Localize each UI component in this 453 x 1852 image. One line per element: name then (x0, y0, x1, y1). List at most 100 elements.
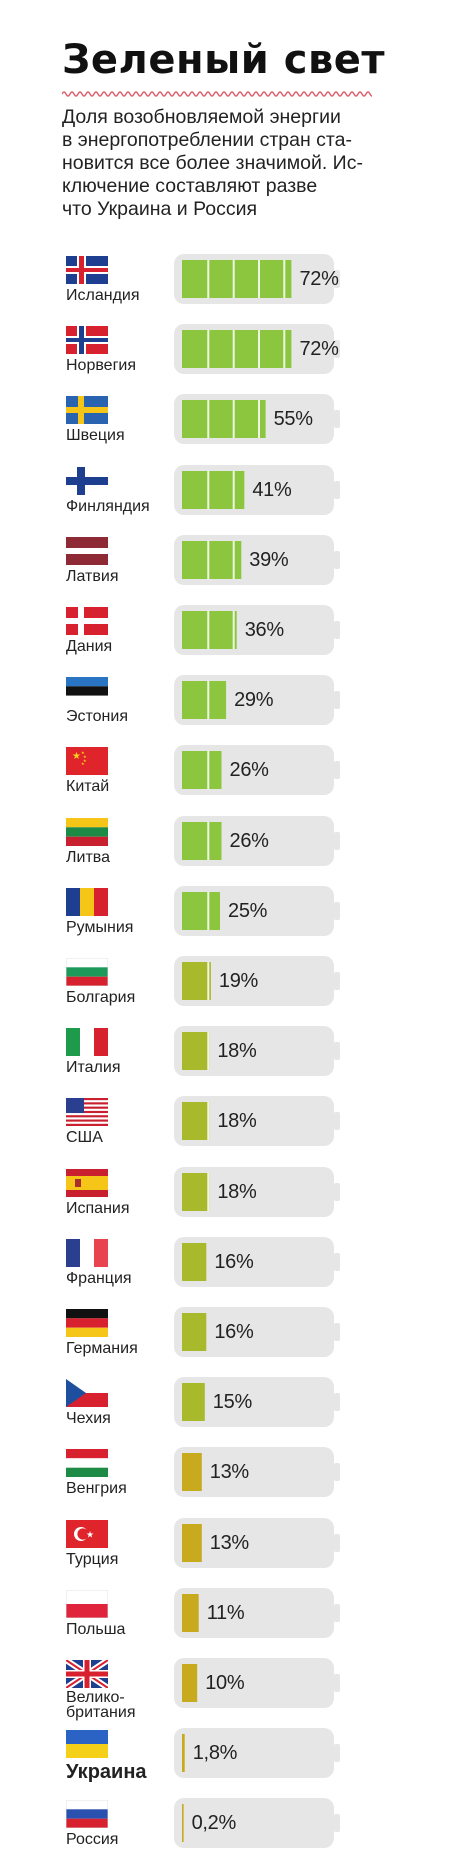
country-label: Швеция (66, 427, 125, 445)
battery-fill (182, 1593, 199, 1632)
battery-cap (334, 340, 340, 359)
battery-fill (182, 540, 242, 579)
battery-bar (174, 531, 342, 589)
title-wave-decoration (62, 91, 372, 97)
battery-fill (182, 260, 292, 298)
battery-segment-divider (232, 260, 235, 298)
battery-segment-divider (207, 1102, 210, 1141)
estonia-flag-icon (66, 677, 108, 706)
battery-segment-divider (207, 540, 210, 579)
country-label: Эстония (66, 708, 128, 726)
svg-text:★: ★ (81, 750, 85, 755)
battery-cap (334, 761, 340, 780)
italy-flag-icon (66, 1028, 108, 1057)
chart-row: Болгария 19% (0, 952, 453, 1010)
chart-row: Исландия 72% (0, 250, 453, 308)
battery-segment-divider (232, 540, 235, 579)
chart-row: ★ ★ ★ ★ ★ Китай 26% (0, 741, 453, 799)
poland-flag-icon (66, 1589, 108, 1618)
battery-segment-divider (232, 611, 235, 649)
battery-fill (182, 1383, 205, 1422)
battery-bar (174, 1163, 342, 1221)
france-flag-icon (66, 1238, 108, 1267)
battery-shell (174, 1587, 334, 1638)
battery-bar (174, 250, 342, 308)
battery-segment-divider (283, 260, 286, 298)
battery-cap (334, 270, 340, 288)
value-label: 16% (214, 1321, 254, 1343)
svg-text:★: ★ (81, 761, 85, 766)
svg-text:★: ★ (83, 754, 87, 759)
chart-row: Россия 0,2% (0, 1794, 453, 1852)
battery-cap (334, 1744, 340, 1763)
battery-segment-divider (283, 330, 286, 369)
sweden-flag-icon (66, 396, 108, 425)
battery-bar (174, 601, 342, 659)
battery-segment-divider (207, 400, 210, 439)
battery-cap (334, 1323, 340, 1341)
battery-bar (174, 390, 342, 448)
svg-text:★: ★ (72, 751, 81, 762)
norway-flag-icon (66, 326, 108, 355)
value-label: 26% (229, 759, 269, 782)
chart-row: Норвегия 72% (0, 320, 453, 378)
battery-segment-divider (258, 330, 260, 369)
country-label: Германия (66, 1340, 138, 1357)
chart-row: США 18% (0, 1092, 453, 1150)
battery-shell (174, 1517, 334, 1568)
value-label: 16% (214, 1250, 254, 1273)
battery-cap (334, 972, 340, 990)
country-label: Латвия (66, 567, 119, 585)
battery-bar (174, 461, 342, 519)
svg-text:★: ★ (83, 758, 87, 763)
battery-segment-divider (207, 962, 210, 1000)
chart-row: Франция 16% (0, 1233, 453, 1291)
country-label: Италия (66, 1059, 121, 1077)
battery-segment-divider (232, 470, 235, 509)
battery-cap (334, 410, 340, 429)
battery-bar (174, 952, 342, 1010)
battery-fill (182, 1172, 210, 1211)
battery-bar (174, 1514, 342, 1572)
subtitle-line: новится все более значимой. Ис- (62, 152, 363, 174)
chart-row: ★ Турция 13% (0, 1514, 453, 1572)
battery-fill (182, 1523, 202, 1562)
battery-cap (334, 831, 340, 850)
battery-fill (182, 1313, 207, 1351)
battery-segment-divider (258, 260, 260, 298)
battery-shell (174, 1236, 334, 1287)
battery-cap (334, 1603, 340, 1622)
value-label: 36% (244, 619, 284, 641)
chart-row: Финляндия 41% (0, 461, 453, 519)
battery-cap (334, 1533, 340, 1552)
battery-fill (182, 1453, 202, 1492)
battery-shell (174, 1307, 334, 1357)
russia-flag-icon (66, 1800, 108, 1829)
battery-segment-divider (232, 330, 235, 369)
chart-row: Германия 16% (0, 1303, 453, 1361)
battery-shell (174, 1026, 334, 1077)
chart-row: Венгрия 13% (0, 1443, 453, 1501)
battery-cap (334, 1674, 340, 1692)
battery-shell (174, 1096, 334, 1147)
battery-cap (334, 1463, 340, 1482)
germany-flag-icon (66, 1309, 108, 1337)
battery-shell (174, 1658, 334, 1708)
chart-row: Италия 18% (0, 1022, 453, 1080)
svg-text:★: ★ (86, 1530, 94, 1540)
chart-row: Эстония 29% (0, 671, 453, 729)
subtitle-line: что Украина и Россия (62, 198, 258, 220)
value-label: 26% (229, 829, 269, 852)
battery-bar (174, 1443, 342, 1501)
battery-cap (334, 1814, 340, 1833)
value-label: 19% (218, 970, 259, 992)
country-label: Норвегия (66, 357, 137, 375)
battery-bar (174, 320, 342, 378)
chart-row: Дания 36% (0, 601, 453, 659)
country-label: Россия (66, 1831, 119, 1849)
czechia-flag-icon (66, 1379, 108, 1408)
value-label: 13% (209, 1461, 249, 1484)
country-label: Турция (66, 1550, 119, 1568)
value-label: 72% (299, 268, 339, 290)
country-label: Финляндия (66, 497, 150, 515)
